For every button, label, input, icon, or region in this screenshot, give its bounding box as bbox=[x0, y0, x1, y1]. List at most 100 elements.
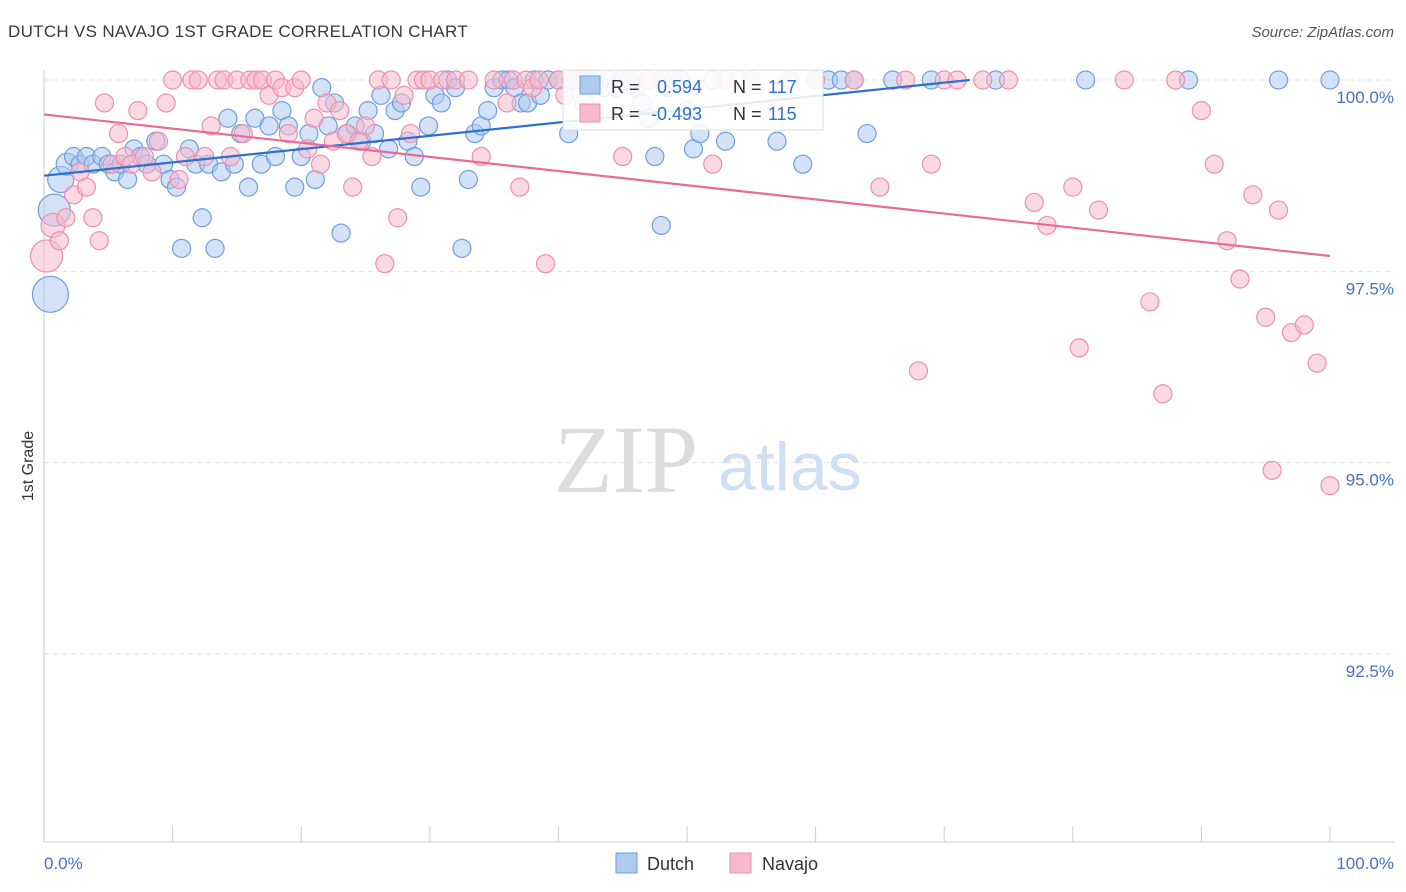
navajo-point bbox=[195, 146, 215, 167]
navajo-point bbox=[921, 154, 941, 174]
dutch-swatch bbox=[579, 75, 601, 95]
navajo-point bbox=[1320, 476, 1340, 496]
navajo-point bbox=[1166, 70, 1186, 90]
navajo-point bbox=[529, 70, 549, 90]
navajo-point bbox=[1024, 192, 1044, 213]
navajo-point bbox=[233, 123, 253, 144]
dutch-point bbox=[218, 108, 238, 128]
x-tick-label-min: 0.0% bbox=[44, 854, 83, 873]
navajo-point bbox=[304, 108, 324, 128]
navajo-point bbox=[343, 177, 363, 197]
navajo-point bbox=[1191, 101, 1212, 121]
navajo-point bbox=[1204, 154, 1224, 174]
dutch-point bbox=[31, 275, 70, 313]
navajo-r-value: -0.493 bbox=[651, 104, 702, 124]
navajo-point bbox=[89, 231, 109, 251]
navajo-n-value: 115 bbox=[768, 104, 797, 124]
navajo-point bbox=[1069, 338, 1089, 358]
legend-dutch-label: Dutch bbox=[647, 854, 694, 874]
legend-dutch-swatch bbox=[615, 852, 638, 874]
navajo-point bbox=[49, 231, 70, 251]
navajo-point bbox=[163, 70, 183, 90]
dutch-point bbox=[645, 146, 665, 167]
y-tick-label: 100.0% bbox=[1336, 88, 1394, 107]
navajo-point bbox=[1262, 460, 1282, 480]
navajo-point bbox=[1230, 269, 1250, 289]
navajo-point bbox=[108, 123, 129, 144]
dutch-point bbox=[172, 238, 192, 258]
dutch-point bbox=[331, 223, 351, 243]
navajo-point bbox=[458, 70, 478, 90]
navajo-point bbox=[278, 123, 298, 144]
dutch-point bbox=[431, 93, 451, 113]
navajo-point bbox=[128, 101, 148, 121]
dutch-point bbox=[478, 101, 498, 121]
dutch-point bbox=[651, 215, 671, 236]
navajo-point bbox=[973, 70, 993, 90]
dutch-point bbox=[205, 238, 225, 258]
navajo-point bbox=[83, 208, 103, 228]
navajo-point bbox=[1153, 384, 1173, 404]
navajo-point bbox=[870, 177, 890, 197]
dutch-point bbox=[192, 208, 212, 228]
navajo-point bbox=[394, 85, 414, 105]
navajo-point bbox=[1294, 315, 1314, 335]
dutch-point bbox=[767, 131, 787, 151]
navajo-point bbox=[375, 254, 395, 274]
navajo-point bbox=[844, 70, 864, 90]
source-credit: Source: ZipAtlas.com bbox=[1251, 24, 1394, 41]
navajo-point bbox=[175, 146, 196, 167]
navajo-n-label: N = bbox=[733, 104, 762, 124]
navajo-point bbox=[400, 123, 421, 144]
navajo-point bbox=[355, 116, 376, 136]
dutch-point bbox=[1268, 70, 1289, 90]
watermark-atlas: atlas bbox=[718, 429, 862, 505]
legend-navajo-label: Navajo bbox=[762, 854, 818, 874]
dutch-point bbox=[793, 154, 813, 174]
navajo-point bbox=[76, 177, 97, 197]
navajo-point bbox=[169, 169, 189, 190]
dutch-r-label: R = bbox=[611, 77, 640, 97]
navajo-point bbox=[484, 70, 504, 90]
dutch-r-value: 0.594 bbox=[657, 77, 702, 97]
dutch-point bbox=[379, 139, 399, 159]
watermark-zip: ZIP bbox=[554, 406, 698, 513]
navajo-point bbox=[510, 177, 530, 197]
dutch-point bbox=[411, 177, 431, 197]
dutch-point bbox=[452, 238, 472, 258]
legend-navajo-swatch bbox=[729, 852, 752, 874]
navajo-point bbox=[388, 208, 408, 228]
dutch-point bbox=[857, 123, 877, 144]
y-axis-label: 1st Grade bbox=[20, 431, 37, 501]
dutch-point bbox=[715, 131, 736, 151]
navajo-point bbox=[156, 93, 176, 113]
navajo-point bbox=[1243, 185, 1263, 205]
navajo-point bbox=[896, 70, 916, 90]
stats-legend-box bbox=[562, 69, 824, 131]
stats-legend: R = 0.594 N = 117 R = -0.493 N = 115 bbox=[562, 69, 824, 131]
dutch-point bbox=[285, 177, 305, 197]
y-tick-label: 95.0% bbox=[1346, 471, 1394, 490]
navajo-point bbox=[1088, 200, 1109, 220]
navajo-point bbox=[1217, 231, 1237, 251]
dutch-n-value: 117 bbox=[768, 77, 797, 97]
dutch-point bbox=[458, 169, 478, 190]
navajo-point bbox=[291, 70, 311, 90]
navajo-point bbox=[998, 70, 1019, 90]
navajo-trend-line bbox=[43, 113, 1331, 258]
axes: 100.0% 97.5% 95.0% 92.5% bbox=[43, 70, 1394, 843]
navajo-point bbox=[142, 162, 162, 182]
x-tick-label-max: 100.0% bbox=[1336, 854, 1394, 873]
dutch-point bbox=[238, 177, 259, 197]
navajo-point bbox=[330, 101, 350, 121]
watermark: ZIP atlas bbox=[554, 406, 862, 513]
navajo-r-label: R = bbox=[611, 104, 640, 124]
series-legend: Dutch Navajo bbox=[615, 852, 818, 874]
navajo-point bbox=[613, 146, 633, 167]
y-tick-label: 97.5% bbox=[1346, 279, 1394, 298]
navajo-point bbox=[201, 116, 221, 136]
navajo-point bbox=[1114, 70, 1134, 90]
chart-title: DUTCH VS NAVAJO 1ST GRADE CORRELATION CH… bbox=[8, 22, 469, 41]
dutch-point bbox=[1320, 70, 1340, 90]
